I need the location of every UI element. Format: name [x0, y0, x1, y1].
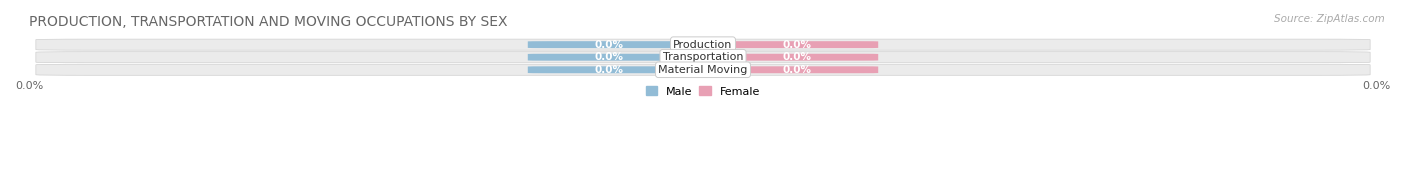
- FancyBboxPatch shape: [717, 41, 879, 48]
- Text: Production: Production: [673, 40, 733, 50]
- Text: Source: ZipAtlas.com: Source: ZipAtlas.com: [1274, 14, 1385, 24]
- FancyBboxPatch shape: [37, 64, 1369, 75]
- Text: PRODUCTION, TRANSPORTATION AND MOVING OCCUPATIONS BY SEX: PRODUCTION, TRANSPORTATION AND MOVING OC…: [30, 15, 508, 29]
- Text: 0.0%: 0.0%: [783, 40, 811, 50]
- Text: 0.0%: 0.0%: [595, 65, 623, 75]
- FancyBboxPatch shape: [527, 41, 689, 48]
- FancyBboxPatch shape: [717, 66, 879, 73]
- FancyBboxPatch shape: [37, 39, 1369, 50]
- Text: 0.0%: 0.0%: [595, 52, 623, 62]
- Text: Transportation: Transportation: [662, 52, 744, 62]
- Text: 0.0%: 0.0%: [783, 65, 811, 75]
- Text: 0.0%: 0.0%: [783, 52, 811, 62]
- Legend: Male, Female: Male, Female: [647, 86, 759, 97]
- FancyBboxPatch shape: [527, 66, 689, 73]
- Text: Material Moving: Material Moving: [658, 65, 748, 75]
- FancyBboxPatch shape: [527, 54, 689, 61]
- FancyBboxPatch shape: [717, 54, 879, 61]
- FancyBboxPatch shape: [37, 52, 1369, 63]
- Text: 0.0%: 0.0%: [595, 40, 623, 50]
